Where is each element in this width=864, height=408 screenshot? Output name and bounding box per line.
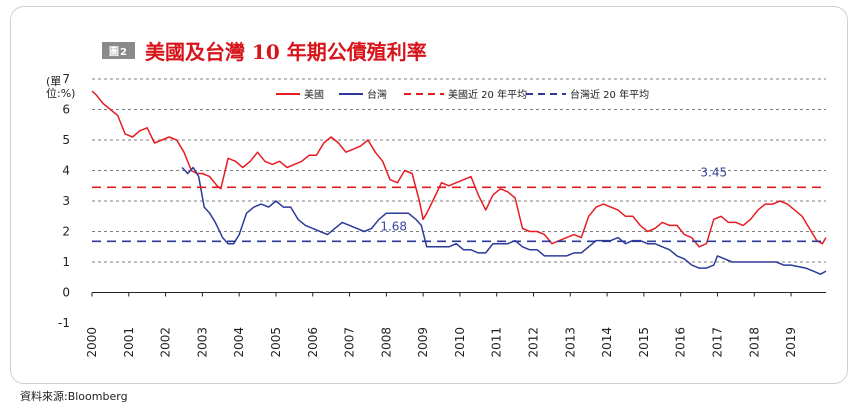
- chart-header: 圖2 美國及台灣 10 年期公債殖利率: [102, 36, 427, 65]
- y-tick-label: 5: [62, 133, 70, 147]
- chart-panel: [10, 6, 848, 384]
- x-tick-label: 2006: [306, 327, 320, 358]
- x-tick-label: 2014: [600, 327, 614, 358]
- x-tick-label: 2004: [232, 327, 246, 358]
- x-tick-label: 2003: [195, 327, 209, 358]
- x-tick-label: 2018: [747, 327, 761, 358]
- chart-title: 美國及台灣 10 年期公債殖利率: [144, 40, 427, 64]
- x-tick-label: 2019: [784, 327, 798, 358]
- y-tick-label: 6: [62, 103, 70, 117]
- x-tick-label: 2005: [269, 327, 283, 358]
- series-line-0: [91, 90, 827, 248]
- y-tick-label: 2: [62, 225, 70, 239]
- y-tick-label: 0: [62, 286, 70, 300]
- x-tick-label: 2013: [563, 327, 577, 358]
- x-tick-label: 2008: [379, 327, 393, 358]
- x-tick-label: 2016: [674, 327, 688, 358]
- x-tick-label: 2007: [343, 327, 357, 358]
- average-annotation-0: 3.45: [700, 165, 727, 179]
- x-tick-label: 2015: [637, 327, 651, 358]
- x-tick-label: 2010: [453, 327, 467, 358]
- x-tick-label: 2012: [527, 327, 541, 358]
- x-tick-label: 2000: [85, 327, 99, 358]
- y-tick-label: -1: [58, 316, 70, 330]
- y-tick-label: 7: [62, 72, 70, 86]
- series-line-1: [181, 166, 827, 275]
- legend-label-1: 台灣: [367, 88, 387, 101]
- y-tick-label: 3: [62, 194, 70, 208]
- x-tick-label: 2002: [159, 327, 173, 358]
- figure-badge: 圖2: [102, 42, 135, 59]
- x-tick-label: 2001: [122, 327, 136, 358]
- legend-label-3: 台灣近 20 年平均: [570, 88, 649, 101]
- y-tick-label: 4: [62, 164, 70, 178]
- average-annotation-1: 1.68: [380, 219, 407, 233]
- legend-label-0: 美國: [304, 88, 324, 101]
- x-tick-label: 2009: [416, 327, 430, 358]
- x-tick-label: 2017: [710, 327, 724, 358]
- x-tick-label: 2011: [490, 327, 504, 358]
- source-note: 資料來源:Bloomberg: [20, 390, 128, 403]
- legend-label-2: 美國近 20 年平均: [448, 88, 527, 101]
- y-tick-label: 1: [62, 255, 70, 269]
